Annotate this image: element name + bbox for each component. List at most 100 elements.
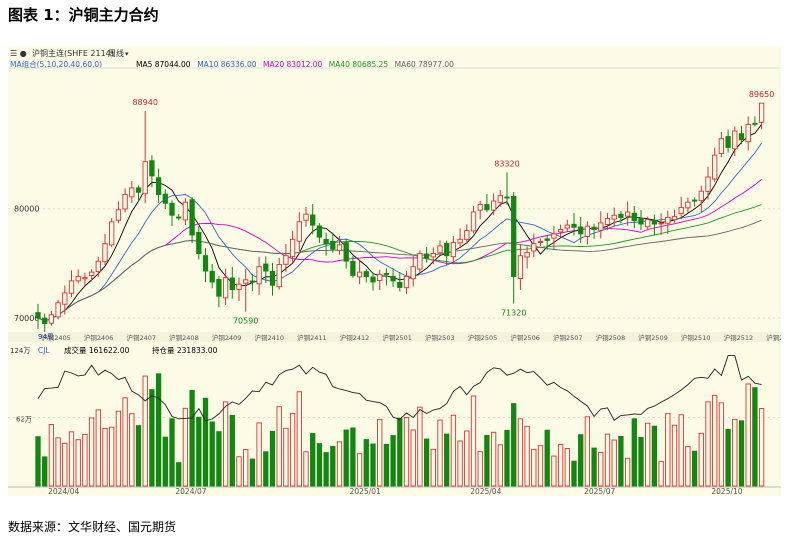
volume-bar	[296, 391, 302, 487]
candle-body	[511, 195, 517, 277]
contract-label: 沪铜2409	[212, 333, 242, 342]
candle	[55, 299, 61, 320]
volume-bar	[256, 422, 262, 487]
candle-body	[725, 136, 731, 148]
volume-bar	[88, 417, 95, 487]
candle-body	[142, 161, 148, 195]
candle	[336, 235, 343, 255]
period-dropdown-icon[interactable]: ▾	[125, 50, 129, 58]
candle-body	[377, 273, 383, 282]
toolbar-menu-icon[interactable]: ☰ ●	[10, 49, 27, 58]
candle	[564, 219, 570, 232]
candle-body	[390, 275, 396, 282]
candle-body	[397, 281, 403, 288]
contract-axis-bar	[8, 332, 781, 342]
candle	[142, 110, 148, 204]
contract-label: 沪铜2507	[553, 333, 583, 342]
candle	[95, 256, 101, 277]
volume-bar	[557, 444, 564, 487]
candle	[377, 269, 383, 291]
candle	[678, 196, 684, 220]
candle-body	[738, 133, 745, 141]
volume-bar	[511, 403, 517, 487]
candle-body	[129, 187, 135, 198]
contract-label: 沪铜2601	[766, 333, 781, 342]
candle-body	[732, 130, 738, 150]
candle-body	[229, 277, 235, 291]
volume-bar	[316, 443, 323, 487]
volume-legend: CJL 成交量 161622.00 持仓量 231833.00	[38, 345, 218, 355]
candle-body	[410, 266, 416, 280]
candle-body	[611, 214, 617, 220]
candle	[671, 209, 678, 223]
candle	[243, 268, 249, 312]
instrument-selector[interactable]: 沪铜主连(SHFE 2114)	[32, 48, 114, 58]
candle	[725, 129, 731, 153]
volume-bar	[189, 389, 195, 487]
candle-body	[645, 219, 651, 228]
volume-bar	[517, 418, 524, 487]
candle	[578, 217, 584, 244]
period-selector[interactable]: 周线	[108, 48, 124, 58]
candle	[363, 269, 369, 283]
ma-group-label[interactable]: MA组合(5,10,20,40,60,0)	[10, 59, 102, 69]
candle-body	[343, 242, 349, 262]
candle	[109, 218, 115, 248]
candle	[705, 166, 711, 200]
volume-bar	[618, 435, 624, 487]
candle	[631, 205, 637, 229]
candle	[450, 235, 457, 265]
candle	[504, 172, 510, 205]
candle	[283, 243, 289, 272]
volume-bar	[102, 427, 108, 487]
candle	[752, 116, 758, 127]
candle	[531, 233, 537, 258]
candle	[477, 200, 483, 220]
volume-bar	[705, 401, 711, 487]
candle	[591, 223, 597, 239]
candle	[303, 207, 309, 227]
candle-body	[243, 279, 249, 284]
volume-bar	[651, 425, 658, 487]
volume-bar	[115, 410, 122, 487]
volume-bar	[658, 460, 664, 487]
volume-bar	[122, 397, 128, 487]
volume-bar	[269, 430, 276, 487]
candle-body	[544, 238, 550, 241]
candle-body	[598, 222, 604, 231]
candle	[410, 255, 416, 287]
candle-body	[55, 302, 61, 318]
candle-body	[316, 225, 323, 238]
contract-label: 沪铜2411	[297, 333, 327, 342]
ma-line-ma60	[37, 219, 762, 322]
candle	[390, 268, 396, 287]
open-interest-value: 持仓量 231833.00	[152, 345, 218, 355]
volume-bar	[323, 452, 329, 487]
candle-body	[477, 203, 483, 211]
candle-body	[571, 223, 577, 228]
candle-body	[464, 230, 470, 240]
date-label: 2024/07	[175, 487, 206, 496]
candle	[316, 223, 323, 243]
candle	[712, 147, 718, 182]
candle	[557, 224, 564, 238]
candle-body	[263, 263, 269, 272]
extreme-price-label: 88940	[132, 98, 157, 107]
candle	[236, 277, 242, 302]
candle-body	[557, 229, 564, 233]
volume-bar	[490, 431, 497, 487]
candle-body	[109, 221, 115, 246]
candle-body	[162, 193, 168, 204]
volume-indicator-name[interactable]: CJL	[38, 346, 50, 355]
candle	[263, 256, 269, 283]
candle-body	[149, 160, 155, 177]
candle-body	[95, 260, 101, 273]
candle	[618, 210, 624, 224]
candle-body	[591, 226, 597, 230]
candle	[551, 225, 557, 250]
candle-body	[115, 209, 122, 221]
volume-bar	[665, 413, 671, 487]
date-label: 2025/04	[470, 487, 501, 496]
volume-bar	[678, 414, 684, 487]
candle	[383, 268, 390, 286]
